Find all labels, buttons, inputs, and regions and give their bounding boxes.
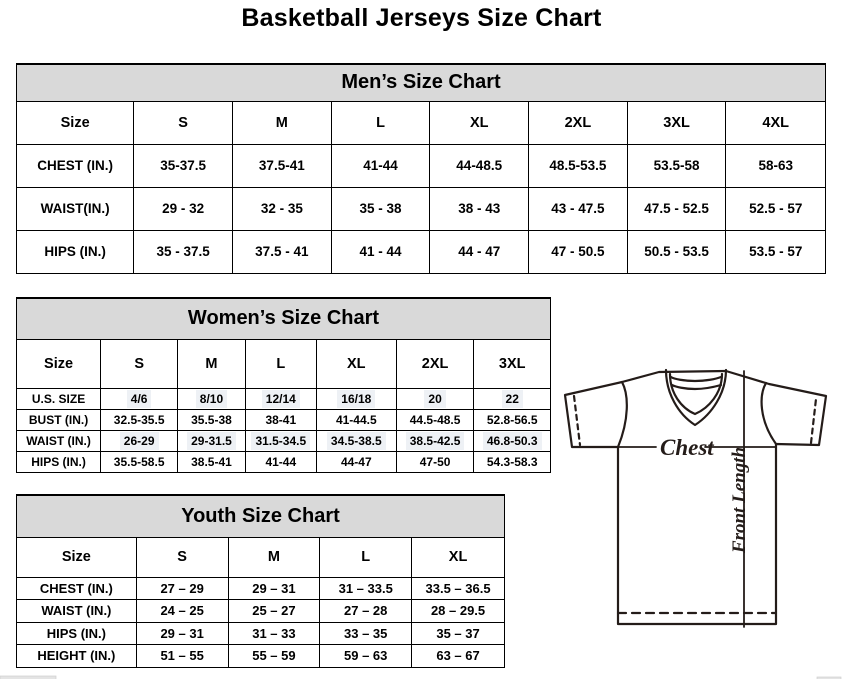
svg-text:Front Length: Front Length (729, 447, 750, 554)
svg-text:Chest: Chest (660, 435, 714, 460)
